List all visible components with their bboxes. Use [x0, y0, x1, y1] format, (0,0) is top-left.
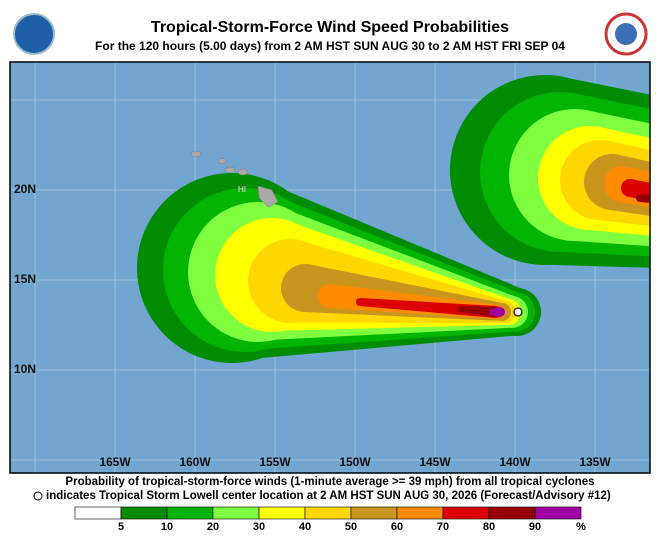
- swath-part: [359, 298, 497, 318]
- lat-label: 10N: [14, 362, 36, 376]
- footer-line2: indicates Tropical Storm Lowell center l…: [46, 490, 611, 502]
- legend-swatch: [396, 506, 444, 520]
- legend-swatch: [534, 506, 582, 520]
- lon-label: 150W: [339, 455, 371, 469]
- center-symbol: [33, 491, 43, 501]
- noaa-logo: [13, 13, 55, 55]
- legend-swatch: [258, 506, 306, 520]
- swath-level: [636, 194, 650, 203]
- title: Tropical-Storm-Force Wind Speed Probabil…: [151, 19, 509, 36]
- legend-label: 20: [207, 521, 219, 533]
- probability-swaths: [137, 75, 660, 363]
- legend-swatch: [488, 506, 536, 520]
- swath-part: [459, 306, 496, 317]
- legend-label: 5: [118, 521, 124, 533]
- legend-label: 80: [483, 521, 495, 533]
- footer-line1: Probability of tropical-storm-force wind…: [65, 476, 594, 488]
- legend-swatch: [166, 506, 214, 520]
- legend-swatch: [74, 506, 122, 520]
- legend-label: 70: [437, 521, 449, 533]
- swath-part: [492, 307, 500, 317]
- subtitle: For the 120 hours (5.00 days) from 2 AM …: [95, 39, 565, 53]
- legend-swatch: [350, 506, 398, 520]
- legend-label: 10: [161, 521, 173, 533]
- storm-center: [513, 307, 523, 317]
- legend-swatch: [442, 506, 490, 520]
- legend-label: 40: [299, 521, 311, 533]
- lat-label: 15N: [14, 272, 36, 286]
- swath-part: [639, 194, 650, 203]
- legend-label: 60: [391, 521, 403, 533]
- legend-label: 90: [529, 521, 541, 533]
- lon-label: 145W: [419, 455, 451, 469]
- lat-label: 20N: [14, 182, 36, 196]
- map-frame: [9, 61, 651, 474]
- lon-label: 160W: [179, 455, 211, 469]
- legend-swatch: [304, 506, 352, 520]
- nws-logo-inner: [615, 23, 637, 45]
- lon-label: 155W: [259, 455, 291, 469]
- hawaii-islands: [190, 150, 279, 208]
- legend-label: %: [576, 521, 586, 533]
- lon-label: 165W: [99, 455, 131, 469]
- island-label: HI: [238, 185, 246, 194]
- lon-label: 135W: [579, 455, 611, 469]
- lon-label: 140W: [499, 455, 531, 469]
- swath-part: [652, 124, 660, 260]
- legend-swatch: [212, 506, 260, 520]
- legend-swatch: [120, 506, 168, 520]
- legend-label: 50: [345, 521, 357, 533]
- swath-level: [489, 307, 505, 317]
- legend-label: 30: [253, 521, 265, 533]
